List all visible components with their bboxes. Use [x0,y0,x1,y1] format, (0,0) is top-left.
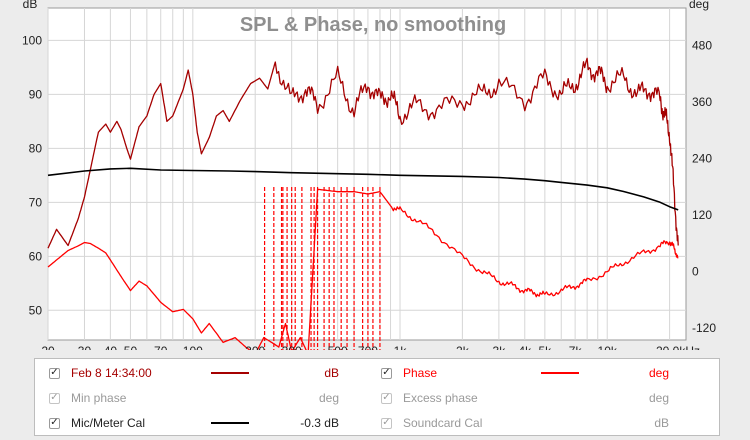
x-tick-700: 700 [358,344,378,350]
x-tick-70: 70 [154,344,168,350]
x-tick-200: 200 [245,344,265,350]
legend-unit: deg [318,391,339,405]
legend-unit: deg [648,391,669,405]
legend-line-swatch [211,422,249,424]
y-left-tick-70: 70 [29,195,43,209]
legend-checkbox[interactable]: ✓ [381,367,392,379]
legend-unit: dB [324,366,339,380]
legend-line-swatch [541,372,579,374]
y-right-tick-0: 0 [692,265,699,279]
legend-item-1-0: ✓ Min phase deg [49,388,369,408]
x-tick-1k: 1k [394,344,408,350]
legend-item-2-0: ✓ Mic/Meter Cal -0.3 dB [49,413,369,433]
x-tick-2k: 2k [456,344,470,350]
series-line-2 [47,167,679,211]
legend-label: Min phase [71,391,127,405]
legend-unit: dB [654,416,669,430]
y-right-tick-360: 360 [692,95,712,109]
legend-item-2-1: ✓ Soundcard Cal dB [381,413,701,433]
x-tick-4k: 4k [518,344,532,350]
y-right-tick-240: 240 [692,152,712,166]
axis-labels: 50 60 70 80 90 100 -120 0 120 240 360 480 20 30 40 50 70… [22,33,716,350]
y-left-tick-50: 50 [29,303,43,317]
legend-checkbox[interactable]: ✓ [381,392,392,404]
legend-label: Excess phase [403,391,478,405]
x-tick-10k: 10k [598,344,618,350]
y-right-tick--120: -120 [692,321,716,335]
legend-label: Soundcard Cal [403,416,483,430]
x-tick-20: 20 [41,344,55,350]
x-tick-20.0kHz: 20.0kHz [656,344,700,350]
x-tick-30: 30 [78,344,92,350]
legend-item-0-1: ✓ Phase deg [381,363,701,383]
legend-item-0-0: ✓ Feb 8 14:34:00 dB [49,363,369,383]
x-tick-100: 100 [183,344,203,350]
x-tick-7k: 7k [569,344,583,350]
y-left-tick-80: 80 [29,141,43,155]
legend-label: Mic/Meter Cal [71,416,146,430]
legend-unit: deg [648,366,669,380]
y-right-tick-480: 480 [692,39,712,53]
x-tick-500: 500 [328,344,348,350]
y-left-tick-60: 60 [29,249,43,263]
x-tick-300: 300 [282,344,302,350]
x-tick-3k: 3k [493,344,507,350]
x-tick-50: 50 [124,344,138,350]
legend-panel: ✓ Feb 8 14:34:00 dB ✓ Phase deg ✓ Min phase deg ✓… [34,358,720,436]
series-layer [47,57,679,350]
series-line-0 [47,57,679,249]
y-right-axis-label: deg [689,0,709,11]
x-tick-40: 40 [104,344,118,350]
x-tick-5k: 5k [539,344,553,350]
legend-checkbox[interactable]: ✓ [49,392,60,404]
legend-unit: -0.3 dB [300,416,339,430]
chart-title: SPL & Phase, no smoothing [240,14,506,36]
legend-checkbox[interactable]: ✓ [49,367,60,379]
spl-phase-chart: 50 60 70 80 90 100 -120 0 120 240 360 480 20 30 40 50 70… [21,0,717,350]
legend-checkbox[interactable]: ✓ [49,417,60,429]
y-left-tick-100: 100 [22,33,42,47]
y-left-tick-90: 90 [29,87,43,101]
legend-label: Feb 8 14:34:00 [71,366,152,380]
series-line-1 [47,188,679,350]
y-left-axis-label: dB [23,0,38,11]
legend-checkbox[interactable]: ✓ [381,417,392,429]
y-right-tick-120: 120 [692,208,712,222]
legend-item-1-1: ✓ Excess phase deg [381,388,701,408]
legend-line-swatch [211,372,249,374]
legend-label: Phase [403,366,438,380]
